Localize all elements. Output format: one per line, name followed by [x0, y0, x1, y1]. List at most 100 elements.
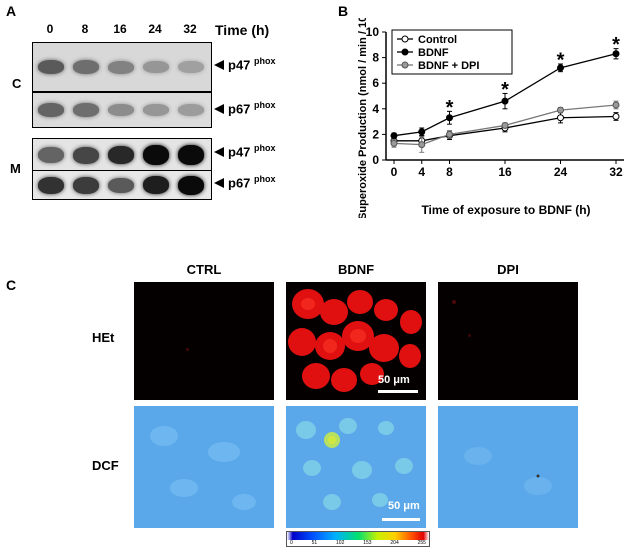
- protein-label-p67-c: p67 phox: [228, 100, 276, 117]
- y-tick-label: 6: [372, 76, 379, 90]
- significance-asterisk: *: [446, 97, 454, 119]
- y-axis-label: Superoxide Production (nmol / min / 10⁷ …: [357, 18, 369, 218]
- lane-label-16: 16: [113, 22, 127, 36]
- blot-band: [178, 61, 204, 73]
- blot-band: [108, 146, 134, 164]
- blot-band: [73, 177, 99, 194]
- blot-band: [38, 177, 64, 194]
- blot-band: [38, 147, 64, 163]
- y-tick-label: 8: [372, 51, 379, 65]
- data-point: [390, 132, 398, 140]
- blot-c-p67: [32, 92, 212, 128]
- x-tick-label: 32: [609, 165, 623, 179]
- arrow-p47-m-icon: [214, 147, 224, 157]
- x-tick-label: 16: [498, 165, 512, 179]
- significance-asterisk: *: [557, 50, 565, 72]
- image-het-ctrl: [134, 282, 274, 400]
- blot-band: [108, 178, 134, 193]
- column-header-bdnf: BDNF: [337, 262, 375, 277]
- data-point: [612, 50, 620, 58]
- significance-asterisk: *: [612, 34, 620, 56]
- legend-entry: BDNF + DPI: [418, 60, 479, 72]
- blot-band: [73, 60, 99, 74]
- data-point: [612, 112, 620, 120]
- series-line: [394, 115, 617, 142]
- legend-marker: [401, 35, 409, 43]
- blot-band: [178, 176, 204, 195]
- column-header-dpi: DPI: [497, 262, 519, 277]
- data-point: [612, 101, 620, 109]
- lane-label-32: 32: [183, 22, 197, 36]
- time-header: Time (h): [215, 22, 270, 38]
- y-tick-label: 10: [366, 25, 380, 39]
- blot-band: [143, 104, 169, 116]
- arrow-p47-c-icon: [214, 60, 224, 70]
- image-dcf-ctrl: [134, 406, 274, 528]
- data-point: [557, 64, 564, 72]
- data-point: [557, 106, 564, 114]
- image-het-bdnf: 50 μm: [286, 282, 426, 400]
- x-axis-label: Time of exposure to BDNF (h): [421, 203, 590, 217]
- blot-band: [178, 145, 204, 165]
- scale-label-het: 50 μm: [378, 374, 410, 386]
- fraction-label-m: M: [10, 161, 21, 176]
- lane-label-8: 8: [81, 22, 89, 36]
- color-bar-tick: 51: [311, 540, 318, 546]
- y-tick-label: 0: [372, 153, 379, 167]
- color-bar-tick: 0: [290, 540, 293, 546]
- legend-entry: Control: [418, 34, 457, 46]
- panel-a-letter: A: [6, 3, 17, 19]
- data-point: [446, 114, 453, 122]
- blot-band: [178, 104, 204, 116]
- blot-m-p67: [32, 170, 212, 200]
- blot-band: [108, 61, 134, 74]
- blot-band: [73, 103, 99, 117]
- color-bar-tick: 153: [363, 540, 372, 546]
- image-dcf-bdnf: 50 μm: [286, 406, 426, 528]
- panel-c-letter: C: [6, 277, 17, 293]
- color-bar-tick: 255: [417, 540, 426, 546]
- column-header-ctrl: CTRL: [186, 262, 222, 277]
- protein-label-p47-c: p47 phox: [228, 56, 276, 73]
- fraction-label-c: C: [12, 76, 22, 91]
- blot-band: [143, 176, 169, 194]
- superoxide-line-chart: Superoxide Production (nmol / min / 10⁷ …: [357, 18, 624, 218]
- data-point: [390, 139, 398, 147]
- legend-entry: BDNF: [418, 47, 449, 59]
- color-bar-ticks: 0 51 102 153 204 255: [287, 540, 429, 546]
- scale-bar-dcf: [382, 518, 420, 521]
- blot-band: [38, 60, 64, 74]
- x-tick-label: 0: [391, 165, 398, 179]
- blot-m-p47: [32, 138, 212, 172]
- blot-c-p47: [32, 42, 212, 92]
- x-tick-label: 24: [554, 165, 568, 179]
- lane-label-24: 24: [148, 22, 162, 36]
- scale-label-dcf: 50 μm: [388, 500, 420, 512]
- arrow-p67-c-icon: [214, 104, 224, 114]
- color-bar-tick: 204: [390, 540, 399, 546]
- image-dcf-dpi: [438, 406, 578, 528]
- intensity-color-bar: 0 51 102 153 204 255: [286, 531, 430, 547]
- x-tick-label: 8: [446, 165, 453, 179]
- x-tick-label: 4: [418, 165, 425, 179]
- series-line: [393, 53, 617, 137]
- y-tick-label: 4: [372, 102, 379, 116]
- image-het-dpi: [438, 282, 578, 400]
- arrow-p67-m-icon: [214, 178, 224, 188]
- protein-label-p67-m: p67 phox: [228, 174, 276, 191]
- protein-label-p47-m: p47 phox: [228, 143, 276, 160]
- data-point: [446, 130, 453, 138]
- legend-marker: [401, 48, 409, 56]
- blot-band: [73, 147, 99, 164]
- row-label-dcf: DCF: [92, 458, 119, 473]
- blot-band: [38, 103, 64, 117]
- data-point: [501, 121, 509, 129]
- blot-band: [108, 104, 134, 116]
- data-point: [418, 128, 426, 136]
- lane-label-0: 0: [46, 22, 54, 36]
- data-point: [557, 114, 564, 122]
- series-line: [393, 104, 617, 146]
- blot-band: [143, 61, 169, 73]
- row-label-het: HEt: [92, 330, 115, 345]
- scale-bar-het: [378, 390, 418, 393]
